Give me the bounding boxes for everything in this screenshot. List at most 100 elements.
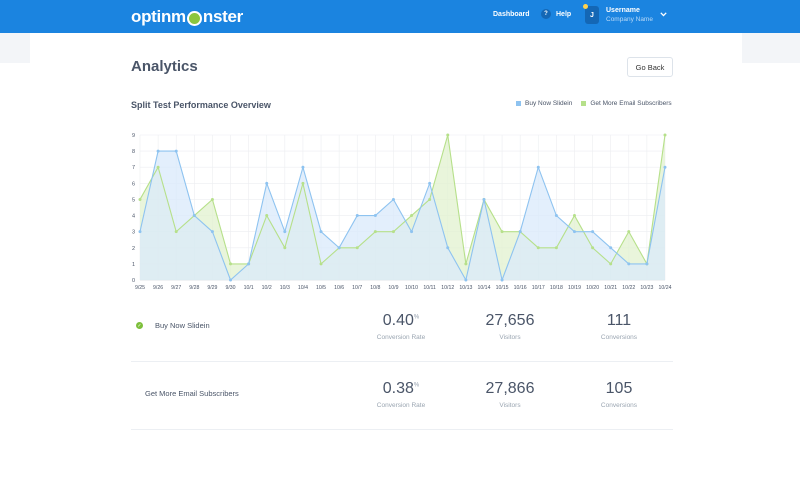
data-point [428,197,432,201]
visitors-stat: 27,656 Visitors [460,312,560,341]
data-point [192,214,196,218]
data-point [283,230,287,234]
visitors-label: Visitors [499,402,521,409]
series-line-buy-now [139,150,666,282]
data-point [645,262,649,266]
x-tick-label: 10/10 [405,285,418,291]
data-point [247,262,251,266]
data-point [410,230,414,234]
visitors-value: 27,656 [485,312,535,329]
x-tick-label: 10/4 [298,285,308,291]
data-point [156,165,160,169]
data-point [174,230,178,234]
data-point [663,133,667,137]
x-tick-label: 10/13 [459,285,472,291]
x-tick-label: 10/22 [622,285,635,291]
x-tick-label: 10/9 [388,285,398,291]
help-link[interactable]: ? Help [541,9,571,19]
x-tick-label: 10/5 [316,285,326,291]
x-tick-label: 9/27 [171,285,181,291]
x-tick-label: 10/15 [496,285,509,291]
data-point [283,246,287,250]
help-label: Help [556,10,572,18]
help-icon: ? [541,9,551,19]
x-tick-label: 9/30 [225,285,235,291]
visitors-value: 27,866 [485,380,535,397]
y-tick-label: 6 [132,181,135,187]
conversions-value: 111 [606,312,632,329]
data-point [229,262,233,266]
legend-item-email-subscribers[interactable]: Get More Email Subscribers [581,100,672,107]
legend-item-buy-now[interactable]: Buy Now Slidein [516,100,572,107]
data-point [373,214,377,218]
data-point [591,246,595,250]
y-tick-label: 1 [132,262,135,268]
user-menu[interactable]: J Username Company Name [583,4,667,24]
x-tick-label: 10/12 [441,285,454,291]
x-tick-label: 10/2 [262,285,272,291]
data-point [572,214,576,218]
legend-label-buy-now: Buy Now Slidein [525,100,573,107]
data-point [536,246,540,250]
data-point [663,165,667,169]
x-tick-label: 10/1 [244,285,254,291]
data-point [301,165,305,169]
data-point [391,230,395,234]
optinmonster-logo[interactable]: optinm nster [131,7,243,27]
data-point [319,262,323,266]
go-back-button[interactable]: Go Back [627,57,673,77]
conversion-rate-number: 0.40 [382,312,414,329]
legend-label-email-subscribers: Get More Email Subscribers [590,100,672,107]
y-tick-label: 9 [132,133,135,139]
data-point [609,262,613,266]
x-tick-label: 10/16 [514,285,527,291]
conversions-stat: 105 Conversions [569,380,669,409]
conversions-label: Conversions [600,334,638,341]
data-point [428,181,432,185]
data-point [500,230,504,234]
dashboard-link[interactable]: Dashboard [493,11,530,18]
user-info: Username Company Name [606,6,653,24]
data-point [265,181,269,185]
data-point [373,230,377,234]
conversion-rate-label: Conversion Rate [376,334,426,341]
data-point [609,246,613,250]
conversion-rate-stat: 0.38% Conversion Rate [351,380,451,409]
data-point [301,181,305,185]
data-point [627,230,631,234]
x-tick-label: 10/24 [659,285,672,291]
data-point [174,149,178,153]
avatar: J [583,4,599,24]
data-point [536,165,540,169]
x-tick-label: 10/20 [586,285,599,291]
data-point [518,230,522,234]
data-point [156,149,160,153]
conversion-rate-value: 0.38% [351,380,451,398]
data-point [554,214,558,218]
data-point [138,197,142,201]
x-tick-label: 10/11 [423,285,436,291]
x-tick-label: 10/3 [280,285,290,291]
x-tick-label: 9/25 [135,285,145,291]
split-test-area-chart: 0 1 2 3 4 5 6 7 8 9 9/25 9/26 9/27 9/28 9/29 9/30 10/1 10… [132,133,672,291]
chevron-down-icon [660,11,667,19]
y-tick-label: 7 [132,165,135,171]
result-row-buy-now: ✓ Buy Now Slidein 0.40% Conversion Rate … [131,294,673,362]
background-panel-right [742,33,800,63]
data-point [229,278,233,282]
x-tick-label: 10/23 [640,285,653,291]
conversion-rate-stat: 0.40% Conversion Rate [351,312,451,341]
data-point [500,278,504,282]
result-row-email-subscribers: Get More Email Subscribers 0.38% Convers… [131,362,673,430]
visitors-label: Visitors [499,334,521,341]
data-point [265,214,269,218]
monster-icon [186,10,202,26]
y-tick-label: 8 [132,149,135,155]
data-point [210,230,214,234]
visitors-stat: 27,866 Visitors [460,380,560,409]
top-navigation-bar: optinm nster Dashboard ? Help J Username… [0,0,800,33]
x-tick-label: 10/6 [334,285,344,291]
conversions-label: Conversions [600,402,638,409]
notification-dot-icon [583,4,588,9]
percent-unit: % [413,382,420,389]
